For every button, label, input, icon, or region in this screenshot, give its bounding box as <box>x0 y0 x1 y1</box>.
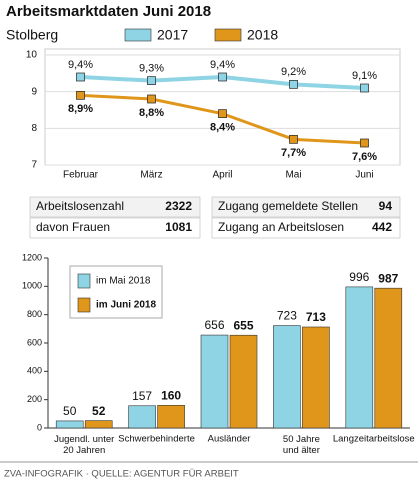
y-tick-label: 7 <box>31 160 37 171</box>
x-tick-label: April <box>212 170 232 181</box>
marker <box>76 72 85 82</box>
marker <box>147 94 156 104</box>
bar <box>128 405 156 429</box>
table-label: davon Frauen <box>36 220 110 234</box>
value-label: 8,8% <box>139 107 164 119</box>
marker <box>218 72 227 82</box>
x-tick-label: Langzeitarbeitslose <box>333 434 415 445</box>
chart-title: Stolberg <box>6 27 58 43</box>
legend-swatch <box>214 28 242 42</box>
table-label: Zugang gemeldete Stellen <box>218 199 358 213</box>
y-tick-label: 9 <box>31 86 37 97</box>
table-value: 2322 <box>165 199 192 213</box>
bar <box>302 326 330 429</box>
legend-label: im Juni 2018 <box>96 300 156 311</box>
line <box>80 93 365 145</box>
y-tick-label: 8 <box>31 123 37 134</box>
bar-value-label: 996 <box>349 270 369 284</box>
value-label: 9,4% <box>68 59 93 71</box>
main-title: Arbeitsmarktdaten Juni 2018 <box>6 3 211 20</box>
bar-value-label: 157 <box>132 389 152 403</box>
y-tick-label: 0 <box>37 422 42 432</box>
table-value: 1081 <box>165 220 192 234</box>
bar <box>157 405 185 429</box>
marker <box>360 138 369 148</box>
bar-value-label: 713 <box>306 310 326 324</box>
bar-value-label: 656 <box>204 318 224 332</box>
y-tick-label: 800 <box>27 309 42 319</box>
value-label: 8,4% <box>210 122 235 134</box>
x-tick-label: März <box>140 170 162 181</box>
table-label: Zugang an Arbeitslosen <box>218 220 344 234</box>
x-tick-label: Februar <box>63 170 99 181</box>
table-value: 94 <box>379 199 393 213</box>
legend-swatch <box>77 297 91 313</box>
table-cell <box>29 196 201 218</box>
x-tick-label: Jugendl. unter 20 Jahren <box>54 434 114 456</box>
x-tick-label: Ausländer <box>208 434 251 445</box>
y-tick-label: 10 <box>26 50 38 61</box>
marker <box>147 76 156 86</box>
value-label: 9,3% <box>139 63 164 75</box>
y-tick-label: 600 <box>27 337 42 347</box>
bar <box>84 420 113 429</box>
marker <box>218 109 227 119</box>
value-label: 7,6% <box>352 151 377 163</box>
x-tick-label: Juni <box>355 170 373 181</box>
bar-value-label: 723 <box>277 309 297 323</box>
bar-value-label: 655 <box>233 318 253 332</box>
y-tick-label: 400 <box>27 366 42 376</box>
bar-value-label: 987 <box>378 271 398 285</box>
marker <box>360 83 369 93</box>
legend-swatch <box>77 273 91 289</box>
bar <box>374 287 403 429</box>
value-label: 9,2% <box>281 66 306 78</box>
value-label: 8,9% <box>68 103 93 115</box>
marker <box>289 79 298 89</box>
value-label: 9,4% <box>210 59 235 71</box>
bar <box>229 334 258 429</box>
bar-value-label: 52 <box>92 404 106 418</box>
x-tick-label: Schwerbehinderte <box>118 434 195 445</box>
bar <box>345 286 374 429</box>
table-cell <box>211 196 401 218</box>
value-label: 9,1% <box>352 70 377 82</box>
y-tick-label: 1000 <box>22 281 42 291</box>
legend-label: 2018 <box>247 27 278 43</box>
marker <box>76 90 85 100</box>
table-cell <box>29 217 201 239</box>
y-tick-label: 200 <box>27 394 42 404</box>
y-tick-label: 1200 <box>22 252 42 262</box>
bar-value-label: 50 <box>63 404 77 418</box>
x-tick-label: 50 Jahre und älter <box>283 434 320 456</box>
marker <box>289 134 298 144</box>
x-tick-label: Mai <box>285 170 301 181</box>
bar <box>273 325 301 429</box>
value-label: 7,7% <box>281 147 306 159</box>
footer: ZVA-INFOGRAFIK · QUELLE: AGENTUR FÜR ARB… <box>4 469 239 480</box>
legend-swatch <box>124 28 152 42</box>
bar <box>200 334 229 429</box>
table-cell <box>211 217 401 239</box>
legend-label: im Mai 2018 <box>96 276 151 287</box>
bar <box>55 420 84 429</box>
table-label: Arbeitslosenzahl <box>36 199 124 213</box>
table-value: 442 <box>372 220 392 234</box>
bar-value-label: 160 <box>161 389 181 403</box>
legend-label: 2017 <box>157 27 188 43</box>
